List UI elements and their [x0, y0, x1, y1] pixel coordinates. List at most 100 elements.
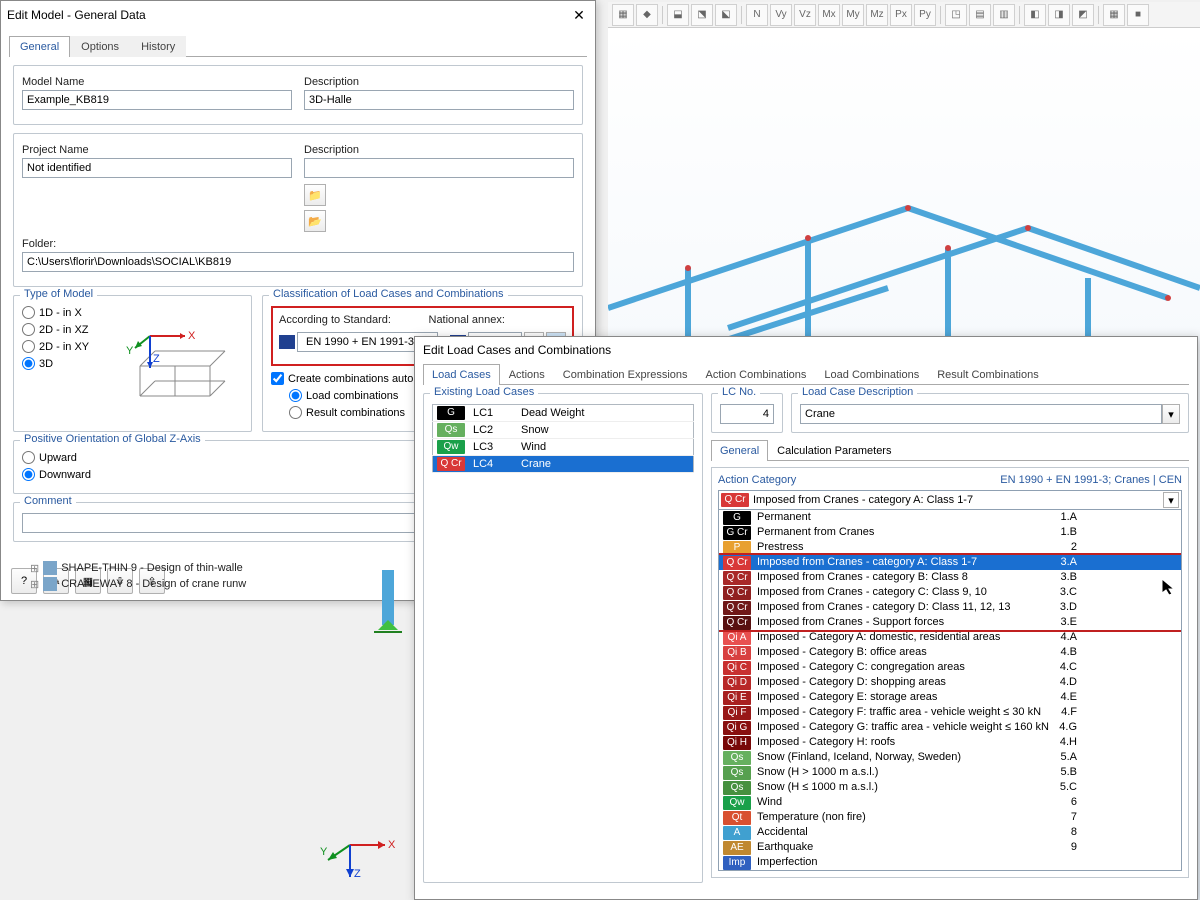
toolbar-button[interactable]: ▦	[612, 4, 634, 26]
tab2-action-combinations[interactable]: Action Combinations	[697, 364, 816, 385]
subtab-calculation-parameters[interactable]: Calculation Parameters	[768, 440, 900, 461]
dialog2-title[interactable]: Edit Load Cases and Combinations	[415, 337, 1197, 363]
toolbar-button[interactable]: Px	[890, 4, 912, 26]
category-item[interactable]: G CrPermanent from Cranes1.B	[719, 525, 1181, 540]
toolbar-button[interactable]: Mx	[818, 4, 840, 26]
folder-open-icon[interactable]: 📁	[304, 184, 326, 206]
category-item[interactable]: AEEarthquake9	[719, 840, 1181, 855]
load-case-row[interactable]: GLC1Dead Weight	[433, 405, 694, 422]
category-item[interactable]: QsSnow (H ≤ 1000 m a.s.l.)5.C	[719, 780, 1181, 795]
model-desc-input[interactable]	[304, 90, 574, 110]
type-of-model-group: Type of Model 1D - in X2D - in XZ2D - in…	[13, 295, 252, 432]
toolbar-button[interactable]: ◆	[636, 4, 658, 26]
load-case-row[interactable]: Q CrLC4Crane	[433, 456, 694, 473]
category-item[interactable]: Q CrImposed from Cranes - Support forces…	[719, 615, 1181, 630]
toolbar-button[interactable]: ◩	[1072, 4, 1094, 26]
category-item[interactable]: Q CrImposed from Cranes - category D: Cl…	[719, 600, 1181, 615]
category-item[interactable]: QsSnow (H > 1000 m a.s.l.)5.B	[719, 765, 1181, 780]
category-item[interactable]: Q CrImposed from Cranes - category C: Cl…	[719, 585, 1181, 600]
chevron-down-icon[interactable]: ▾	[1162, 404, 1180, 424]
category-item[interactable]: Qi GImposed - Category G: traffic area -…	[719, 720, 1181, 735]
toolbar-button[interactable]: ◨	[1048, 4, 1070, 26]
toolbar-button[interactable]: ⬔	[691, 4, 713, 26]
category-item[interactable]: PPrestress2	[719, 540, 1181, 555]
category-item[interactable]: Qi DImposed - Category D: shopping areas…	[719, 675, 1181, 690]
category-item[interactable]: QtTemperature (non fire)7	[719, 810, 1181, 825]
folder-input[interactable]	[22, 252, 574, 272]
lc-desc-input[interactable]	[800, 404, 1162, 424]
project-name-input[interactable]	[22, 158, 292, 178]
tab-history[interactable]: History	[130, 36, 186, 57]
model-preview-icon: X Y Z	[120, 306, 230, 416]
model-type-radio[interactable]: 1D - in X	[22, 306, 112, 319]
category-item[interactable]: QsSnow (Finland, Iceland, Norway, Sweden…	[719, 750, 1181, 765]
model-type-radio[interactable]: 2D - in XZ	[22, 323, 112, 336]
category-item[interactable]: Qi HImposed - Category H: roofs4.H	[719, 735, 1181, 750]
toolbar-button[interactable]: My	[842, 4, 864, 26]
edit-load-cases-dialog: Edit Load Cases and Combinations Load Ca…	[414, 336, 1198, 900]
tab2-combination-expressions[interactable]: Combination Expressions	[554, 364, 697, 385]
load-cases-table[interactable]: GLC1Dead WeightQsLC2SnowQwLC3WindQ CrLC4…	[432, 404, 694, 473]
category-item[interactable]: Qi BImposed - Category B: office areas4.…	[719, 645, 1181, 660]
category-item[interactable]: QwWind6	[719, 795, 1181, 810]
toolbar-button[interactable]: ◳	[945, 4, 967, 26]
folder-new-icon[interactable]: 📂	[304, 210, 326, 232]
according-label: According to Standard:	[279, 314, 417, 326]
comment-legend: Comment	[20, 495, 76, 507]
toolbar-button[interactable]: Py	[914, 4, 936, 26]
toolbar-button[interactable]: ▦	[1103, 4, 1125, 26]
project-group: Project Name Description 📁 📂 Folder:	[13, 133, 583, 287]
category-item[interactable]: Qi CImposed - Category C: congregation a…	[719, 660, 1181, 675]
toolbar-button[interactable]: ▤	[969, 4, 991, 26]
svg-text:Z: Z	[153, 353, 160, 365]
model-name-group: Model Name Description	[13, 65, 583, 125]
model-name-input[interactable]	[22, 90, 292, 110]
toolbar-button[interactable]: ▥	[993, 4, 1015, 26]
project-desc-label: Description	[304, 144, 574, 156]
tree-item[interactable]: ⊞CRANEWAY 8 - Design of crane runw	[30, 576, 310, 592]
model-type-radio[interactable]: 3D	[22, 357, 112, 370]
svg-text:Z: Z	[354, 868, 361, 880]
action-category-panel: Action Category EN 1990 + EN 1991-3; Cra…	[711, 467, 1189, 878]
toolbar-button[interactable]: N	[746, 4, 768, 26]
toolbar-button[interactable]: Vy	[770, 4, 792, 26]
tab2-load-cases[interactable]: Load Cases	[423, 364, 500, 385]
toolbar-button[interactable]: ■	[1127, 4, 1149, 26]
category-item[interactable]: Qi AImposed - Category A: domestic, resi…	[719, 630, 1181, 645]
titlebar[interactable]: Edit Model - General Data ✕	[1, 1, 595, 29]
standard-text: EN 1990 + EN 1991-3; Cranes | CEN	[1000, 474, 1182, 486]
action-category-dropdown[interactable]: GPermanent1.AG CrPermanent from Cranes1.…	[718, 509, 1182, 871]
action-category-select[interactable]: Q Cr Imposed from Cranes - category A: C…	[718, 490, 1182, 510]
close-icon[interactable]: ✕	[569, 5, 589, 25]
category-item[interactable]: Q CrImposed from Cranes - category B: Cl…	[719, 570, 1181, 585]
toolbar-button[interactable]: ◧	[1024, 4, 1046, 26]
load-case-row[interactable]: QsLC2Snow	[433, 422, 694, 439]
tab-general[interactable]: General	[9, 36, 70, 57]
toolbar-button[interactable]: ⬕	[715, 4, 737, 26]
category-item[interactable]: GPermanent1.A	[719, 510, 1181, 525]
tree-item[interactable]: ⊞SHAPE-THIN 9 - Design of thin-walle	[30, 560, 310, 576]
category-item[interactable]: Qi FImposed - Category F: traffic area -…	[719, 705, 1181, 720]
model-type-radio[interactable]: 2D - in XY	[22, 340, 112, 353]
tab-options[interactable]: Options	[70, 36, 130, 57]
category-item[interactable]: AAccidental8	[719, 825, 1181, 840]
mouse-cursor-icon	[1162, 579, 1180, 597]
chevron-down-icon[interactable]: ▾	[1163, 492, 1179, 508]
load-case-row[interactable]: QwLC3Wind	[433, 439, 694, 456]
subtab-general[interactable]: General	[711, 440, 768, 461]
lc-no-legend: LC No.	[718, 386, 760, 398]
lc-no-input[interactable]	[720, 404, 774, 424]
toolbar-button[interactable]: ⬓	[667, 4, 689, 26]
folder-label: Folder:	[22, 238, 574, 250]
tab2-result-combinations[interactable]: Result Combinations	[928, 364, 1048, 385]
toolbar-button[interactable]: Vz	[794, 4, 816, 26]
project-desc-input[interactable]	[304, 158, 574, 178]
category-item[interactable]: Qi EImposed - Category E: storage areas4…	[719, 690, 1181, 705]
selected-cat-label: Imposed from Cranes - category A: Class …	[753, 494, 973, 506]
dialog1-tabs: GeneralOptionsHistory	[9, 35, 587, 57]
tab2-actions[interactable]: Actions	[500, 364, 554, 385]
category-item[interactable]: Q CrImposed from Cranes - category A: Cl…	[719, 555, 1181, 570]
toolbar-button[interactable]: Mz	[866, 4, 888, 26]
category-item[interactable]: ImpImperfection	[719, 855, 1181, 870]
tab2-load-combinations[interactable]: Load Combinations	[815, 364, 928, 385]
